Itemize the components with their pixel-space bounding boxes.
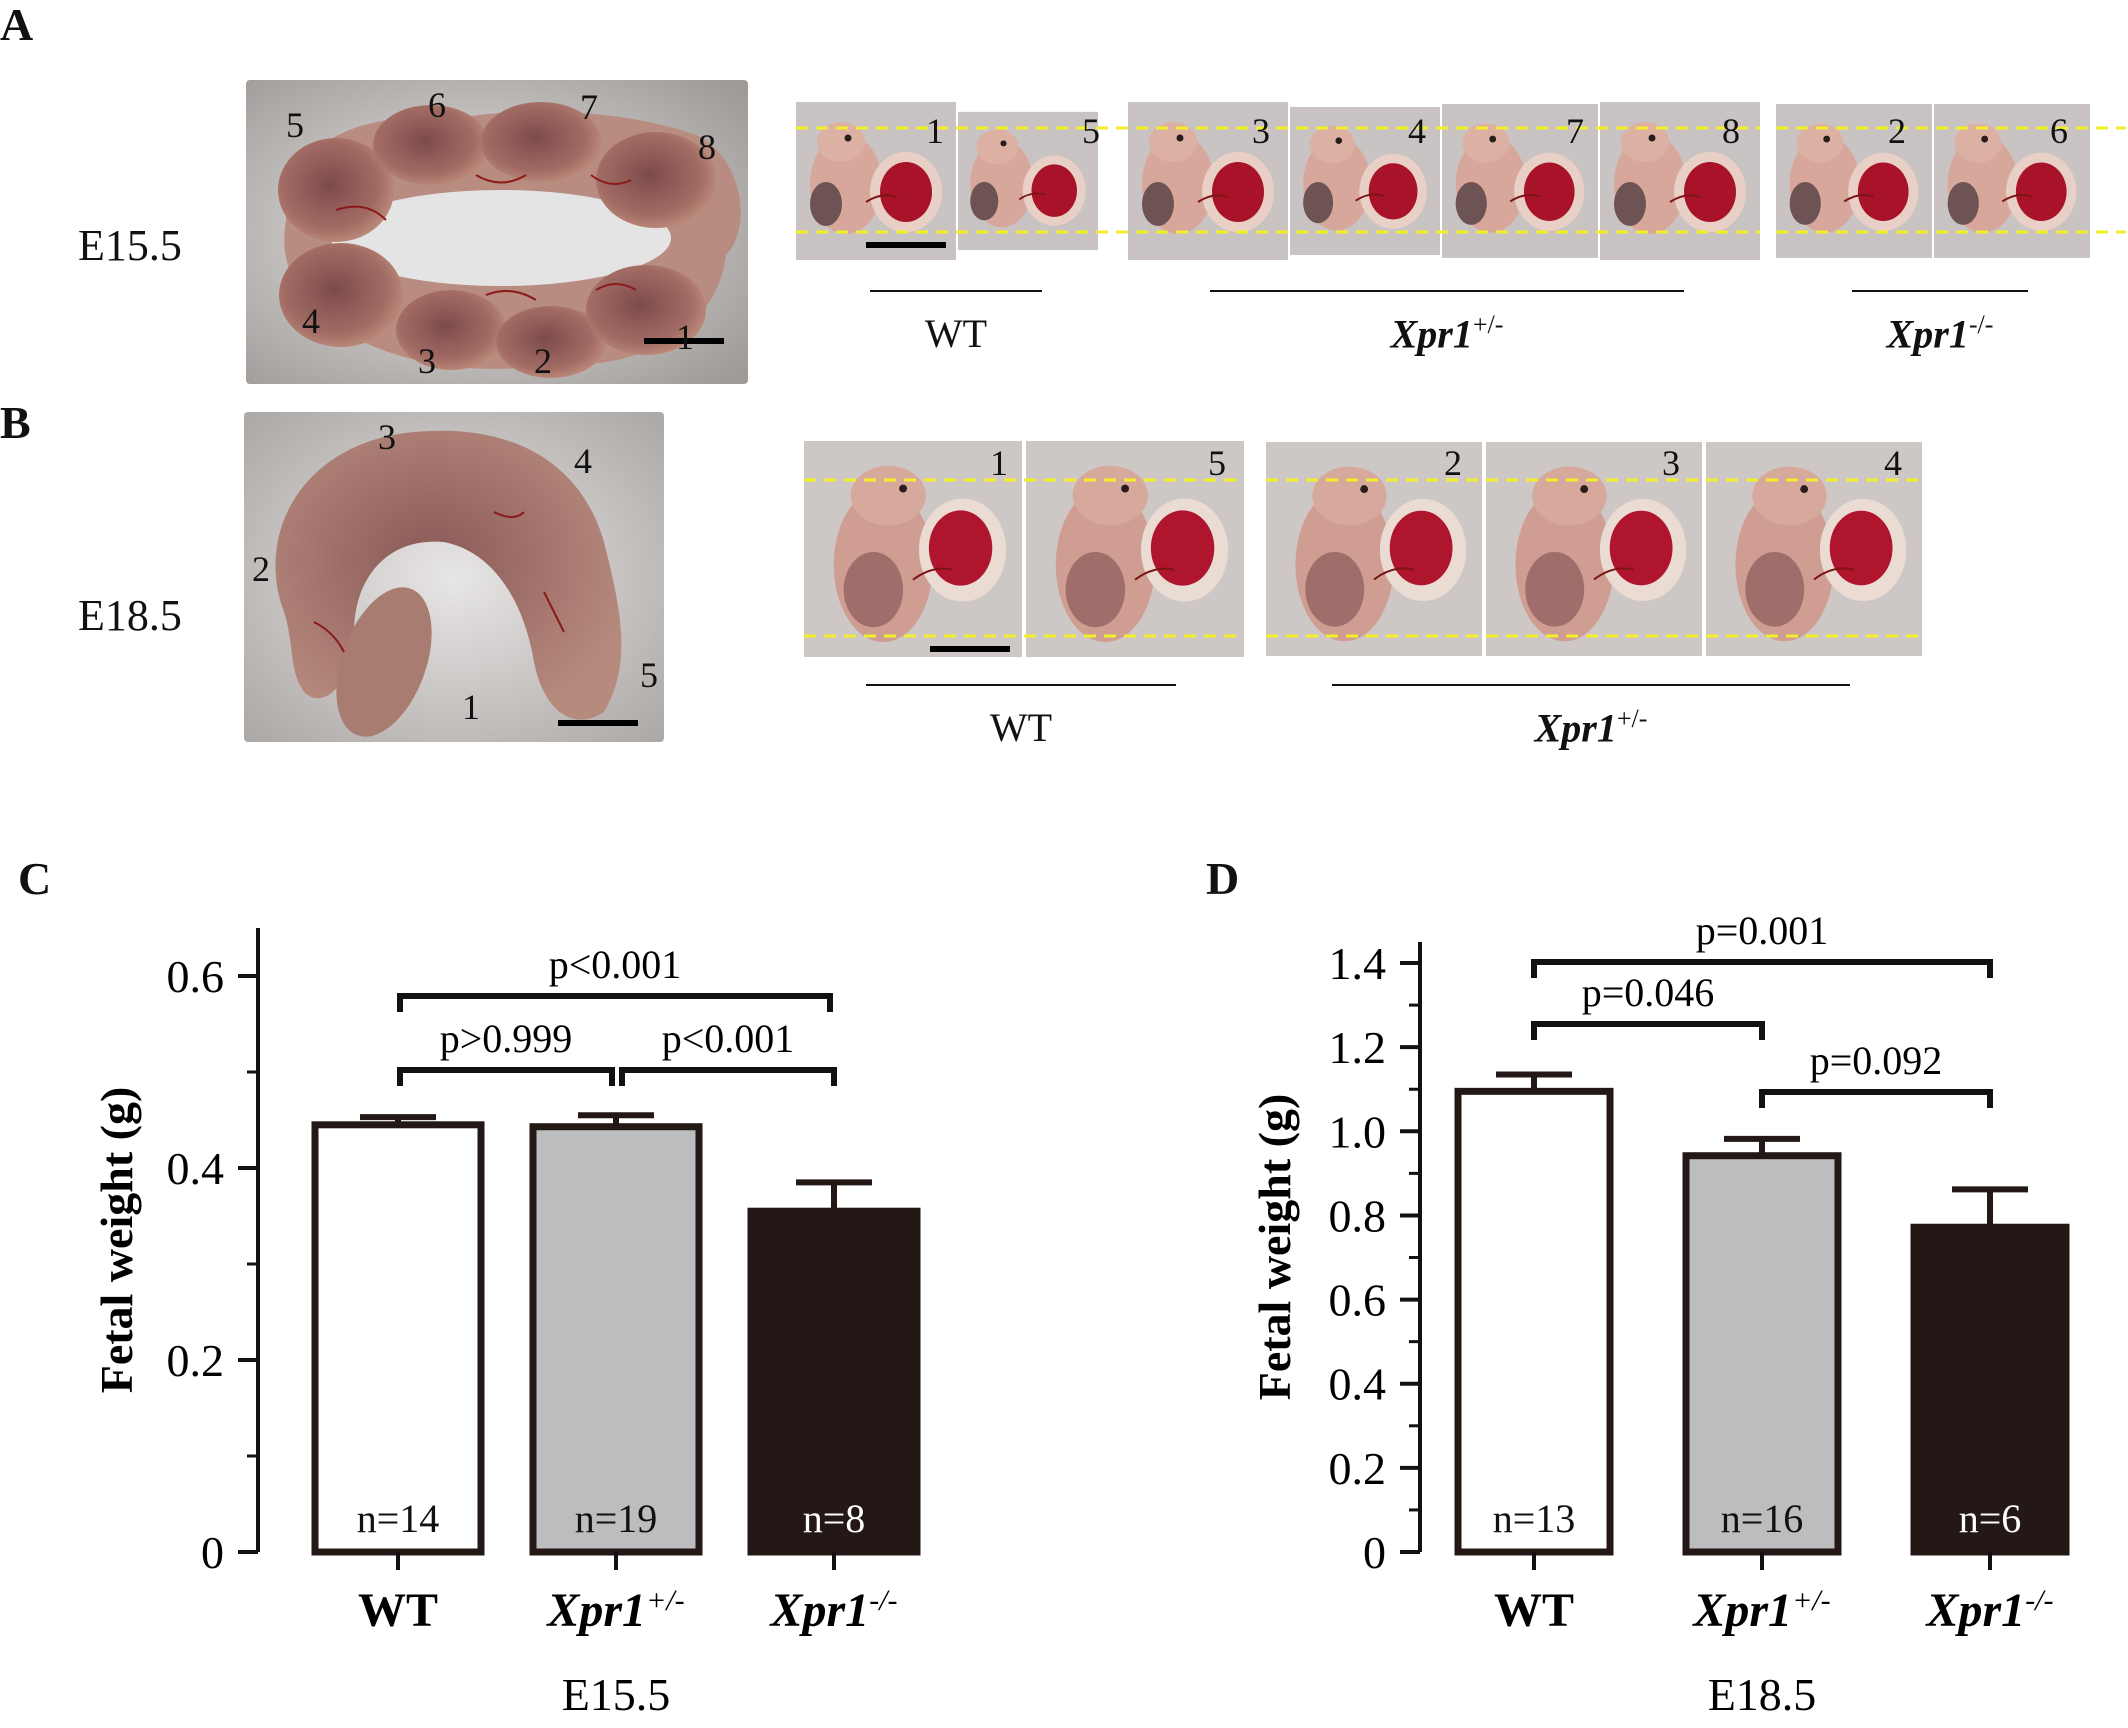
p-value-label: p=0.001 [1696,908,1829,953]
y-tick-label: 0 [201,1527,224,1578]
uterus-label-b-5: 5 [640,655,658,695]
group-line-a-wt [870,290,1042,292]
embryo-label-a-2: 2 [1888,111,1906,151]
embryo-label-a-6: 6 [2050,111,2068,151]
x-tick-label: Xpr1-/- [768,1584,897,1637]
uterus-label-b-2: 2 [252,549,270,589]
uterus-label-a-3: 3 [418,341,436,381]
uterus-label-a-2: 2 [534,341,552,381]
uterus-label-a-7: 7 [580,87,598,127]
y-tick-label: 0.4 [1329,1359,1387,1410]
x-axis-label: E18.5 [1708,1669,1817,1720]
group-label-a-het: Xpr1+/- [1390,310,1504,357]
uterus-label-a-5: 5 [286,105,304,145]
uterus-photo-e18-5 [244,412,664,742]
group-line-b-het [1332,684,1850,686]
uterus-photo-e15-5 [246,80,748,384]
p-value-label: p>0.999 [440,1016,573,1061]
bar [1454,1087,1614,1556]
bar-chart-e15-5: 0 0.2 0.4 0.6 Fetal weight (g) n=14 WT n=19 Xpr1… [91,928,921,1720]
n-label: n=14 [357,1496,440,1541]
uterus-label-a-1: 1 [676,317,694,357]
group-line-a-ko [1852,290,2028,292]
x-tick-label: WT [358,1584,438,1637]
p-value-label: p=0.046 [1582,970,1715,1015]
comparison-bracket [397,993,833,1012]
p-value-label: p<0.001 [662,1016,795,1061]
y-tick-label: 1.2 [1329,1022,1387,1073]
embryo-strip-e18-5-wt [804,440,1244,658]
y-tick-label: 0.2 [1329,1443,1387,1494]
n-label: n=19 [575,1496,658,1541]
comparison-bracket [619,1067,837,1086]
x-tick-label: WT [1494,1584,1574,1637]
embryo-label-b-5: 5 [1208,443,1226,483]
bar-chart-e18-5: 0 0.2 0.4 0.6 0.8 1.0 1.2 1.4 Fetal weight (g) n=… [1249,908,2070,1720]
embryo-strip-e15-5-ko [1776,102,2126,260]
y-tick-label: 1.0 [1329,1106,1387,1157]
y-axis-label: Fetal weight (g) [1249,1094,1300,1401]
comparison-bracket [1531,1021,1765,1040]
embryo-strip-e18-5-het [1266,440,1922,658]
bar [311,1121,485,1556]
y-tick-label: 0.6 [167,951,225,1002]
embryo-label-b-1: 1 [990,443,1008,483]
embryo-label-a-7: 7 [1566,111,1584,151]
bar [529,1123,703,1556]
uterus-label-a-8: 8 [698,127,716,167]
y-tick-label: 0.4 [167,1143,225,1194]
x-tick-label: Xpr1-/- [1924,1584,2053,1637]
embryo-label-b-2: 2 [1444,443,1462,483]
embryo-label-a-5: 5 [1082,111,1100,151]
x-tick-label: Xpr1+/- [1691,1584,1830,1637]
panel-letter-c: C [18,853,52,904]
comparison-bracket [1531,959,1993,978]
n-label: n=6 [1959,1496,2022,1541]
uterus-label-b-3: 3 [378,417,396,457]
embryo-label-a-1: 1 [926,111,944,151]
bar [1682,1152,1842,1556]
embryo-label-a-8: 8 [1722,111,1740,151]
x-axis-label: E15.5 [562,1669,671,1720]
n-label: n=13 [1493,1496,1576,1541]
group-line-b-wt [866,684,1176,686]
group-line-a-het [1210,290,1684,292]
embryo-label-b-3: 3 [1662,443,1680,483]
uterus-label-a-6: 6 [428,85,446,125]
x-tick-label: Xpr1+/- [545,1584,684,1637]
panel-letter-d: D [1206,853,1240,904]
group-label-b-het: Xpr1+/- [1534,704,1648,751]
stage-label-e18-5: E18.5 [78,591,182,640]
uterus-label-b-4: 4 [574,441,592,481]
n-label: n=8 [803,1496,866,1541]
embryo-label-b-4: 4 [1884,443,1902,483]
embryo-label-a-4: 4 [1408,111,1426,151]
group-label-b-wt: WT [989,705,1053,750]
n-label: n=16 [1721,1496,1804,1541]
group-label-a-wt: WT [924,311,988,356]
panel-letter-b: B [0,397,31,448]
y-tick-label: 0 [1363,1527,1386,1578]
group-label-a-ko: Xpr1-/- [1886,310,1994,357]
y-tick-label: 0.6 [1329,1275,1387,1326]
p-value-label: p=0.092 [1810,1038,1943,1083]
bar [1910,1223,2070,1556]
y-tick-label: 1.4 [1329,938,1387,989]
bar [747,1207,921,1556]
y-tick-label: 0.2 [167,1335,225,1386]
panel-letter-a: A [0,0,34,50]
uterus-label-b-1: 1 [462,687,480,727]
y-axis-label: Fetal weight (g) [91,1087,142,1394]
uterus-label-a-4: 4 [302,301,320,341]
p-value-label: p<0.001 [549,942,682,987]
y-tick-label: 0.8 [1329,1190,1387,1241]
embryo-label-a-3: 3 [1252,111,1270,151]
stage-label-e15-5: E15.5 [78,221,182,270]
embryo-strip-e15-5 [796,102,1760,260]
comparison-bracket [397,1067,615,1086]
comparison-bracket [1759,1089,1993,1108]
